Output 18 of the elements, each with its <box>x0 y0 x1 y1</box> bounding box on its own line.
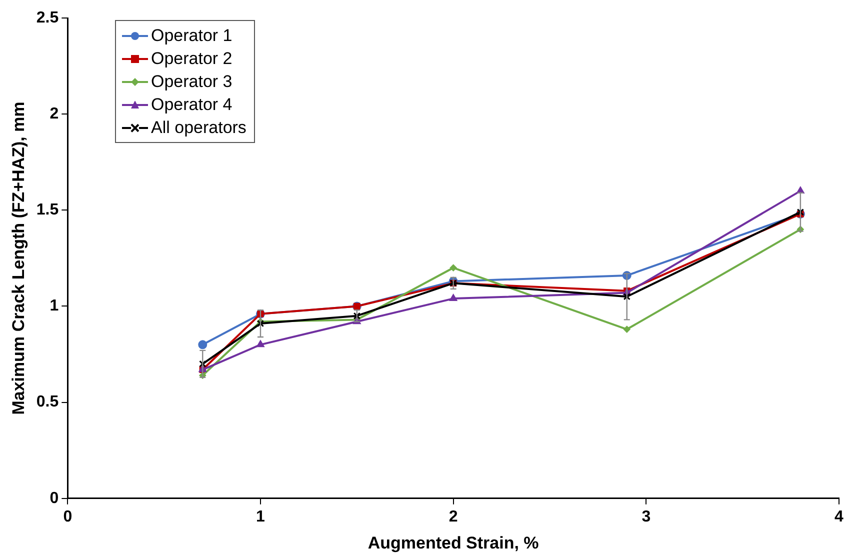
legend-label: Operator 1 <box>151 25 232 47</box>
legend-label: Operator 2 <box>151 48 232 70</box>
y-tick-label: 1.5 <box>36 202 59 219</box>
x-tick-label: 3 <box>642 508 651 526</box>
legend-label: Operator 3 <box>151 71 232 93</box>
y-axis-title: Maximum Crack Length (FZ+HAZ), mm <box>8 102 28 415</box>
y-tick-label: 2.5 <box>36 9 59 26</box>
x-tick-label: 1 <box>256 508 266 526</box>
legend-label: Operator 4 <box>151 94 232 116</box>
y-tick-label: 1 <box>50 298 59 315</box>
x-tick-label: 4 <box>834 508 844 526</box>
x-tick-label: 2 <box>448 508 458 526</box>
y-tick-label: 0.5 <box>36 394 59 411</box>
x-tick-label: 0 <box>63 508 72 526</box>
legend-label: All operators <box>151 117 246 139</box>
x-axis-title: Augmented Strain, % <box>368 533 539 552</box>
y-tick-label: 0 <box>50 490 59 507</box>
y-tick-label: 2 <box>50 105 59 122</box>
